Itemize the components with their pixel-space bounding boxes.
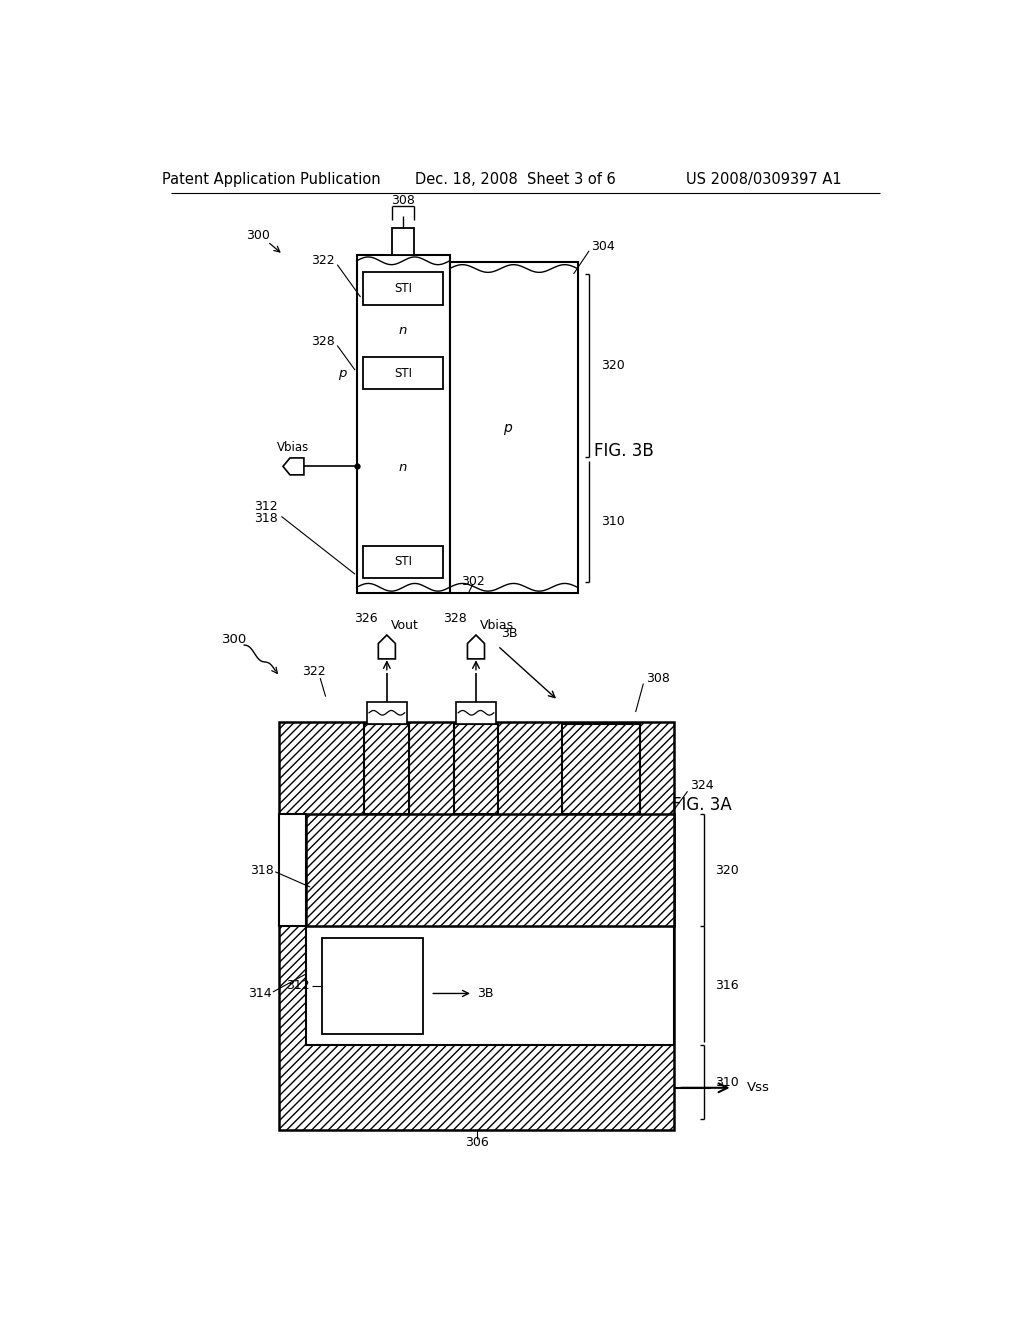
Text: 328: 328 [443,612,467,626]
Bar [362,358,443,389]
Text: 302: 302 [461,576,484,589]
Bar [322,937,423,1034]
Bar [280,722,675,1130]
Text: STI: STI [394,556,412,569]
Text: 308: 308 [646,672,670,685]
Text: 310: 310 [716,1076,739,1089]
Text: n: n [399,325,408,338]
Text: Vbias: Vbias [276,441,309,454]
Bar [306,814,675,927]
Text: FIG. 3A: FIG. 3A [672,796,731,814]
Bar [362,545,443,578]
Bar [562,723,640,814]
Bar [365,723,410,814]
Text: 304: 304 [592,240,615,253]
Text: 328: 328 [311,335,335,348]
Bar [306,927,675,1045]
Text: 318: 318 [250,863,273,876]
Text: 3B: 3B [501,627,517,640]
Text: 314: 314 [248,987,271,1001]
Bar [280,814,306,927]
Text: 320: 320 [601,359,625,372]
Text: US 2008/0309397 A1: US 2008/0309397 A1 [686,173,842,187]
Text: Vout: Vout [391,619,419,631]
Text: 324: 324 [690,779,714,792]
Text: FIG. 3B: FIG. 3B [594,442,654,459]
Text: 300: 300 [222,634,248,647]
Text: Vss: Vss [746,1081,769,1094]
Text: 306: 306 [465,1137,488,1148]
Text: 312: 312 [287,979,310,993]
Text: 310: 310 [601,515,625,528]
Bar [356,255,450,594]
Bar [362,272,443,305]
Text: 3B: 3B [477,987,494,1001]
Text: Patent Application Publication: Patent Application Publication [162,173,381,187]
Text: n: n [399,461,408,474]
Text: p: p [503,421,512,434]
Text: 322: 322 [311,255,335,268]
Text: p: p [339,367,347,380]
Text: Vbias: Vbias [480,619,514,631]
Text: 322: 322 [302,665,326,678]
Bar [456,702,496,723]
Text: 326: 326 [354,612,378,626]
Text: Dec. 18, 2008  Sheet 3 of 6: Dec. 18, 2008 Sheet 3 of 6 [415,173,615,187]
Text: 300: 300 [246,228,270,242]
Bar [392,227,414,255]
Text: 320: 320 [716,863,739,876]
Text: STI: STI [394,282,412,296]
Bar [367,702,407,723]
Text: 318: 318 [254,512,278,525]
Text: 308: 308 [391,194,415,207]
Bar [450,263,578,594]
Text: 312: 312 [254,500,278,513]
Text: 316: 316 [716,979,739,993]
Text: STI: STI [394,367,412,380]
Bar [454,723,499,814]
